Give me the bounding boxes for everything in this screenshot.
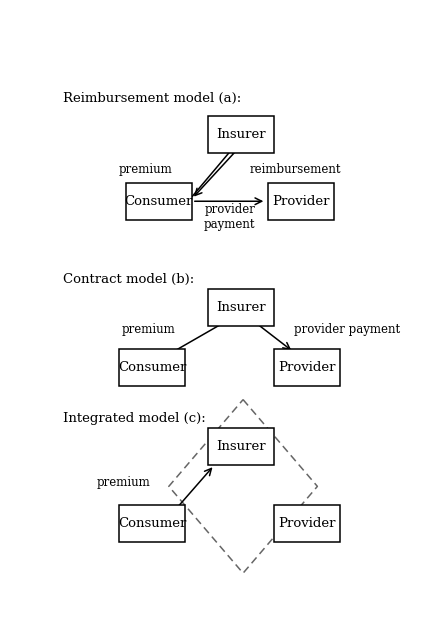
FancyBboxPatch shape (208, 116, 274, 153)
Text: Integrated model (c):: Integrated model (c): (63, 412, 206, 425)
FancyBboxPatch shape (119, 349, 185, 386)
Text: Provider: Provider (279, 361, 336, 374)
Text: premium: premium (118, 162, 172, 176)
FancyBboxPatch shape (126, 183, 192, 220)
Text: Insurer: Insurer (217, 440, 266, 453)
FancyBboxPatch shape (274, 349, 340, 386)
Text: Insurer: Insurer (217, 128, 266, 141)
Text: Consumer: Consumer (125, 194, 193, 208)
FancyBboxPatch shape (119, 505, 185, 542)
Text: premium: premium (97, 476, 151, 489)
FancyBboxPatch shape (274, 505, 340, 542)
Text: Reimbursement model (a):: Reimbursement model (a): (63, 92, 242, 105)
Text: Provider: Provider (272, 194, 330, 208)
Text: Consumer: Consumer (118, 517, 187, 530)
FancyBboxPatch shape (268, 183, 334, 220)
Text: Provider: Provider (279, 517, 336, 530)
Text: provider
payment: provider payment (204, 203, 256, 231)
FancyBboxPatch shape (208, 428, 274, 466)
FancyBboxPatch shape (208, 289, 274, 327)
Text: Contract model (b):: Contract model (b): (63, 273, 194, 286)
Text: provider payment: provider payment (294, 323, 400, 336)
Text: reimbursement: reimbursement (250, 162, 341, 176)
Text: Consumer: Consumer (118, 361, 187, 374)
Text: Insurer: Insurer (217, 301, 266, 314)
Text: premium: premium (122, 323, 176, 336)
